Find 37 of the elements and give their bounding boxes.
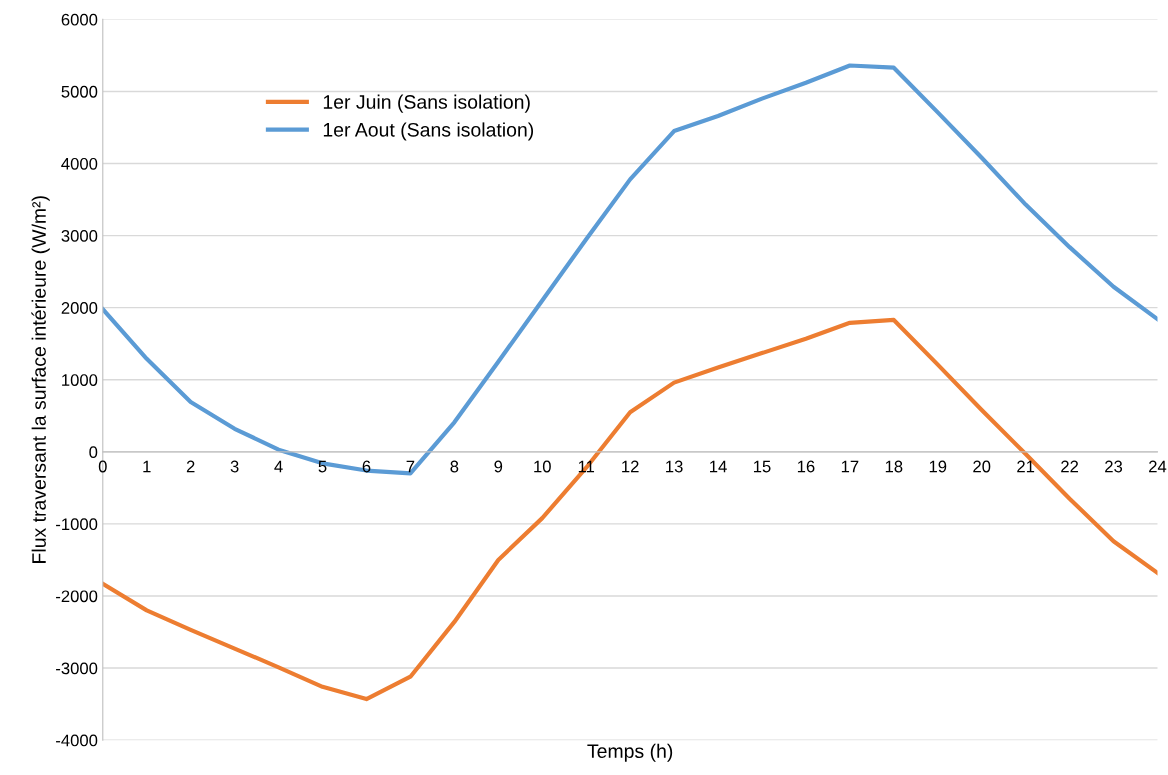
y-tick-label: -2000 (56, 590, 98, 603)
y-tick-label: 3000 (61, 230, 98, 242)
x-tick-label: 7 (406, 460, 415, 473)
x-tick-label: 20 (973, 460, 991, 473)
x-tick-label: 19 (929, 460, 947, 473)
x-tick-label: 8 (450, 460, 459, 473)
x-tick-label: 10 (534, 460, 551, 473)
y-axis-title: Flux traversant la surface intérieure (W/m²) (31, 196, 50, 563)
x-tick-label: 9 (494, 460, 503, 473)
x-tick-label: 1 (143, 460, 151, 473)
y-tick-label: 1000 (62, 374, 98, 386)
x-tick-label: 4 (274, 460, 283, 473)
x-tick-label: 18 (885, 460, 903, 473)
x-tick-label: 0 (98, 460, 107, 473)
x-tick-label: 16 (797, 460, 815, 473)
x-tick-label: 15 (753, 460, 771, 473)
x-tick-label: 23 (1105, 460, 1123, 473)
x-tick-label: 3 (230, 460, 239, 473)
x-tick-label: 13 (666, 460, 683, 473)
x-tick-label: 21 (1017, 460, 1035, 473)
y-tick-label: 5000 (61, 85, 98, 98)
x-tick-label: 24 (1149, 460, 1167, 473)
x-tick-label: 22 (1061, 460, 1079, 473)
y-tick-label: -4000 (56, 734, 98, 747)
y-tick-label: -3000 (56, 662, 98, 675)
y-tick-label: 0 (89, 446, 98, 459)
x-tick-label: 12 (622, 460, 639, 473)
legend-label: 1er Juin (Sans isolation) (323, 94, 530, 113)
x-axis-title: Temps (h) (587, 743, 673, 762)
x-tick-label: 14 (710, 460, 727, 473)
x-tick-label: 2 (186, 460, 195, 473)
y-tick-label: 2000 (61, 302, 98, 314)
y-tick-label: -1000 (56, 518, 98, 531)
x-tick-label: 17 (841, 460, 859, 473)
y-tick-label: 4000 (61, 157, 98, 170)
legend-label: 1er Aout (Sans isolation) (323, 122, 534, 141)
y-tick-label: 6000 (61, 13, 98, 26)
